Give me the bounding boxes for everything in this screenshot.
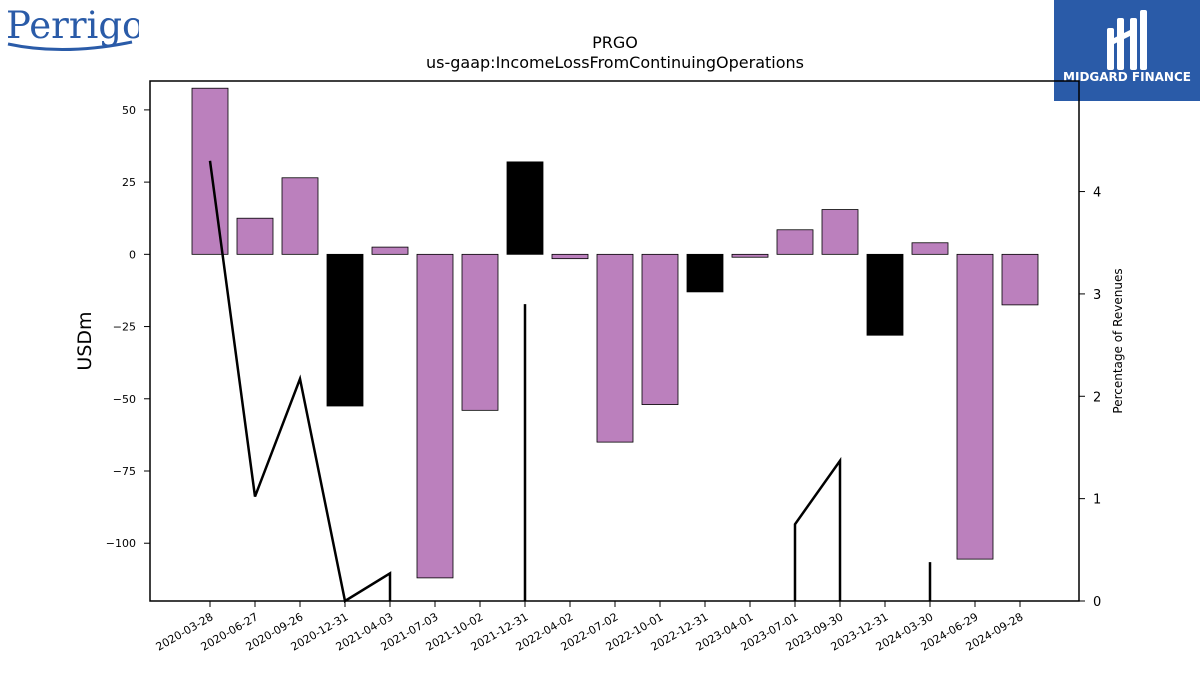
bar-2021-12-31 (506, 161, 544, 255)
y-right-tick-label-2: 2 (1093, 390, 1101, 405)
bar-2020-12-31 (326, 253, 364, 407)
chart-title: PRGO (592, 33, 638, 52)
bar-2020-03-28 (191, 87, 229, 255)
bar-2024-03-30 (911, 242, 949, 255)
bar-2020-06-27 (236, 217, 274, 255)
midgard-logo-text: MIDGARD FINANCE (1063, 70, 1191, 84)
y-right-tick-label-3: 3 (1093, 288, 1101, 303)
y-right-tick-label-0: 0 (1093, 595, 1101, 610)
y-tick-label--50: −50 (113, 393, 136, 406)
midgard-finance-logo: MIDGARD FINANCE (1054, 0, 1200, 101)
y-tick-label--100: −100 (106, 537, 136, 550)
y-tick-label-50: 50 (122, 104, 136, 117)
chart-subtitle: us-gaap:IncomeLossFromContinuingOperatio… (426, 53, 804, 72)
bar-2023-09-30 (821, 209, 859, 255)
perrigo-logo-swoosh (7, 40, 133, 51)
y-tick-label-0: 0 (129, 248, 136, 261)
bar-2023-12-31 (866, 253, 904, 336)
bar-2020-09-26 (281, 177, 319, 255)
bar-2024-06-29 (956, 253, 994, 560)
ratio-line-segment-0 (208, 160, 392, 604)
bar-2024-09-28 (1001, 253, 1039, 306)
y-tick-label-25: 25 (122, 176, 136, 189)
perrigo-logo-text: Perrigo (6, 4, 139, 47)
bar-2023-07-01 (776, 229, 814, 255)
y-axis-label: USDm (74, 311, 96, 370)
y-right-tick-label-1: 1 (1093, 493, 1101, 508)
bar-2021-10-02 (461, 253, 499, 411)
bar-2022-07-02 (596, 253, 634, 443)
plot-frame (149, 80, 1080, 602)
bar-2022-12-31 (686, 253, 724, 293)
bar-2022-04-02 (551, 253, 589, 260)
ratio-line-segment-2 (793, 456, 842, 602)
midgard-emblem-icon (1107, 10, 1147, 70)
bar-2021-04-03 (371, 246, 409, 255)
bar-2022-10-01 (641, 253, 679, 405)
perrigo-logo: Perrigo (6, 4, 139, 51)
bar-2021-07-03 (416, 253, 454, 579)
plot-area: 50250−25−50−75−100012342020-03-282020-06… (106, 87, 1101, 654)
y-axis-label-right: Percentage of Revenues (1111, 268, 1125, 413)
y-tick-label--25: −25 (113, 321, 136, 334)
bar-2023-04-01 (731, 253, 769, 258)
y-right-tick-label-4: 4 (1093, 186, 1101, 201)
y-tick-label--75: −75 (113, 465, 136, 478)
